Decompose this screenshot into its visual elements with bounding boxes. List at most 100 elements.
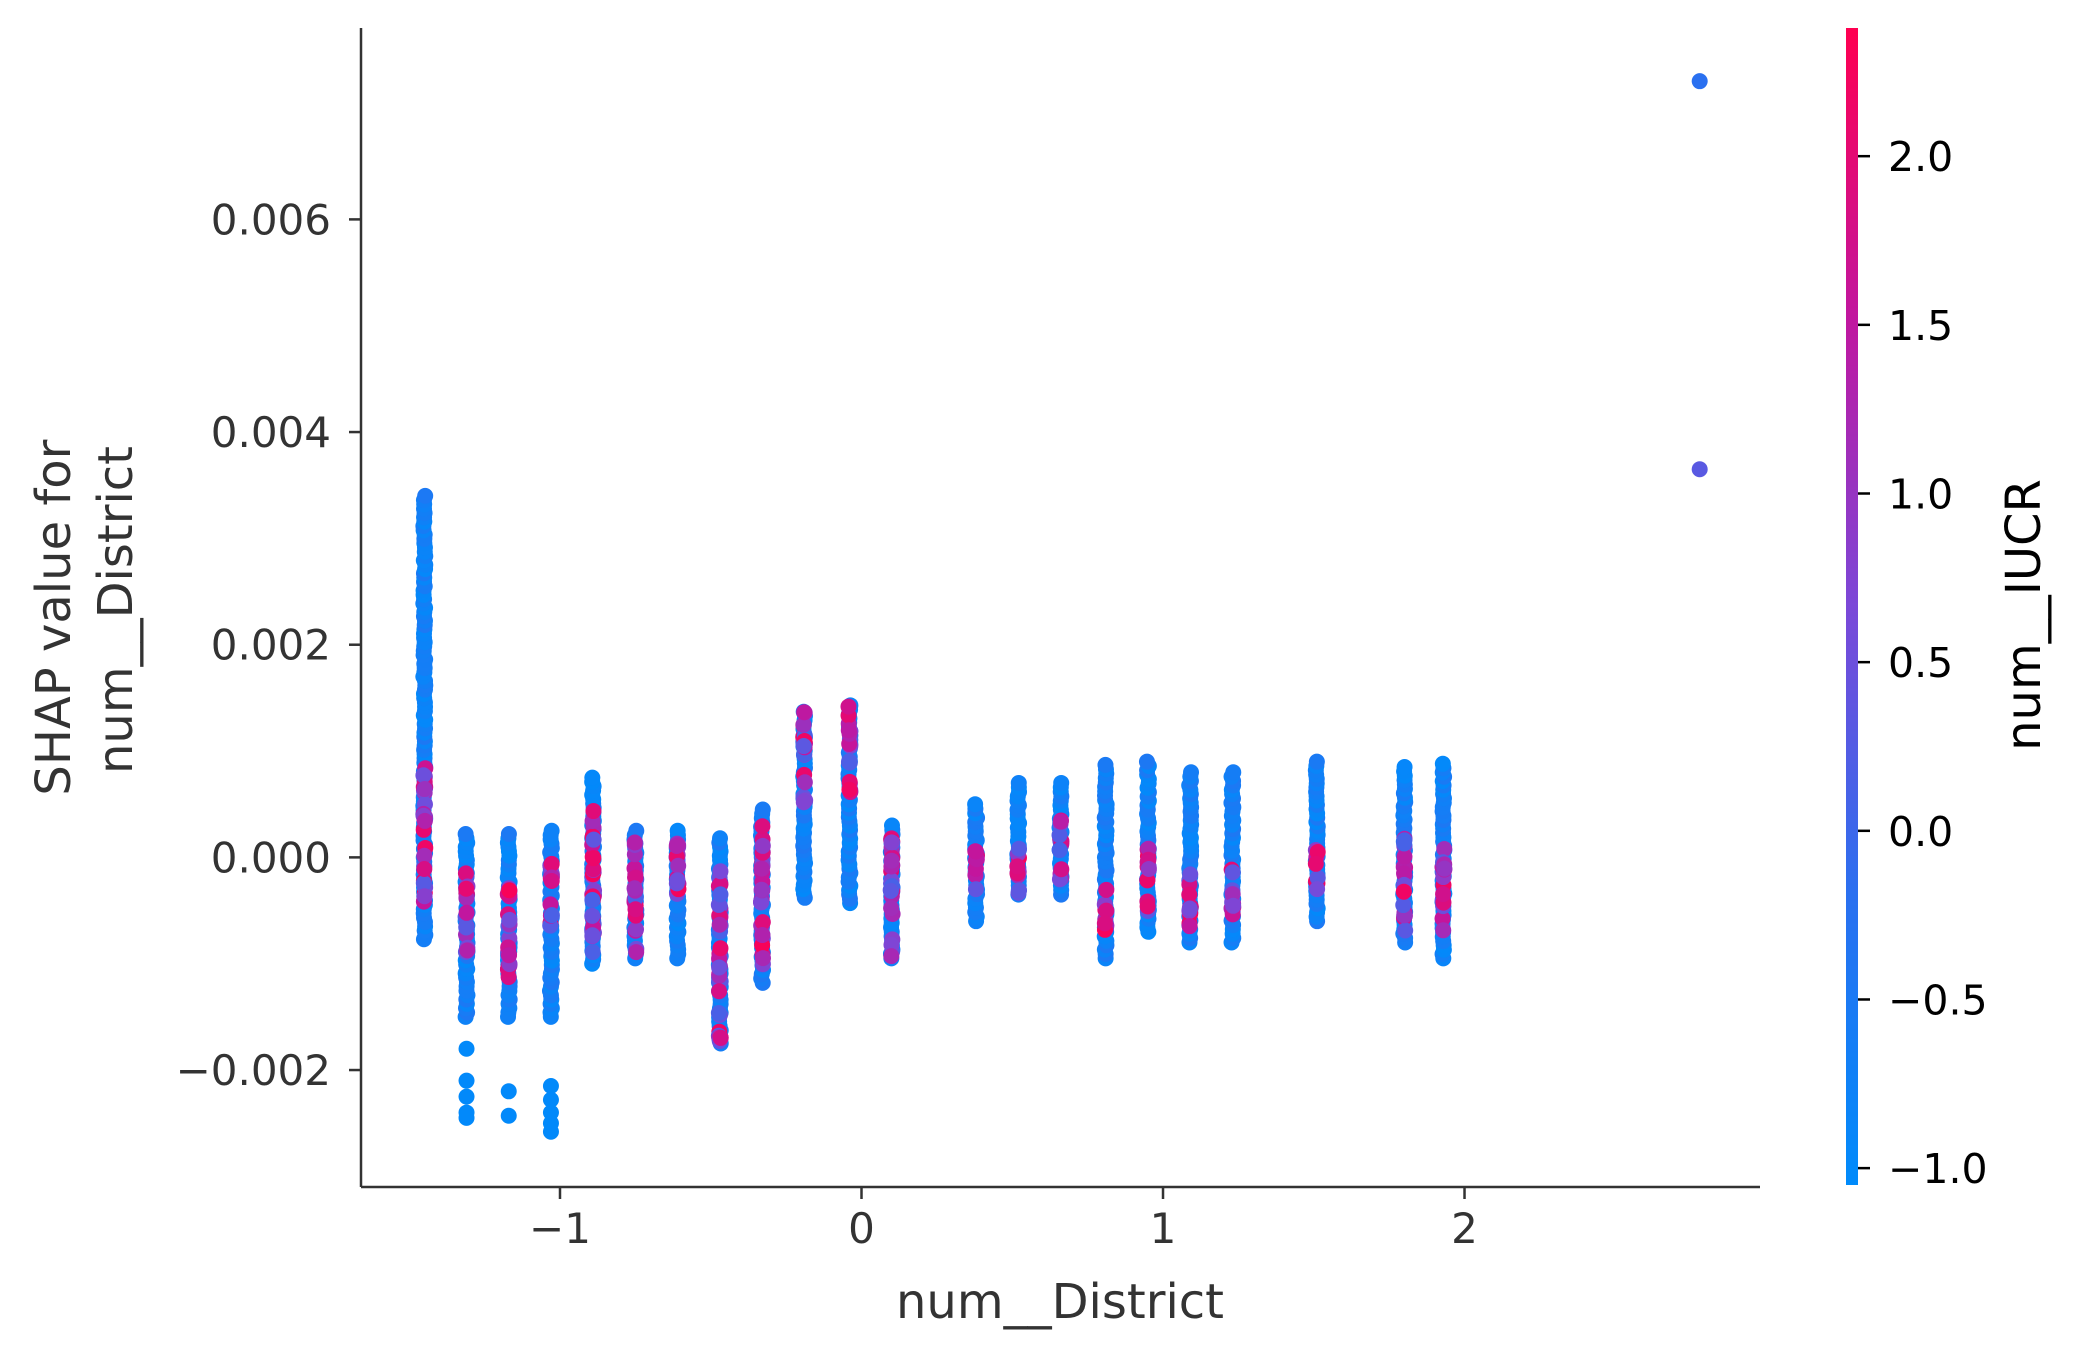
data-point <box>1309 869 1326 886</box>
y-tick-label: 0.000 <box>211 833 331 882</box>
data-point <box>711 959 728 976</box>
data-point <box>712 830 729 847</box>
data-point <box>1181 918 1198 935</box>
y-axis-label: SHAP value for num__District <box>26 424 144 795</box>
data-point <box>754 926 771 943</box>
data-point <box>458 880 475 897</box>
data-point <box>584 907 601 924</box>
y-tick-label: 0.004 <box>211 408 331 457</box>
data-point <box>459 942 476 959</box>
data-point <box>1224 864 1241 881</box>
data-point <box>841 753 858 770</box>
data-point <box>883 900 900 917</box>
colorbar-tick-label: 1.5 <box>1888 302 1953 350</box>
data-point <box>840 722 857 739</box>
data-point <box>1395 883 1412 900</box>
data-point <box>753 860 770 877</box>
data-point <box>457 865 474 882</box>
data-point <box>500 947 517 964</box>
data-point <box>1435 886 1452 903</box>
data-point <box>712 863 729 880</box>
x-tick-label: 2 <box>1451 1204 1478 1253</box>
data-point <box>626 880 643 897</box>
data-point <box>416 847 433 864</box>
data-point <box>628 944 645 961</box>
data-point <box>458 1088 475 1105</box>
data-point <box>795 716 812 733</box>
data-point <box>883 817 900 834</box>
data-point <box>1097 756 1114 773</box>
data-point <box>967 843 984 860</box>
data-point <box>712 886 729 903</box>
data-point <box>415 767 432 784</box>
data-point <box>585 850 602 867</box>
data-point <box>710 1004 727 1021</box>
data-point <box>754 914 771 931</box>
data-point <box>416 888 433 905</box>
data-point <box>628 921 645 938</box>
colorbar <box>1846 28 1858 1185</box>
x-axis-label: num__District <box>896 1274 1224 1330</box>
x-tick-label: 0 <box>848 1204 875 1253</box>
data-point <box>457 825 474 842</box>
y-tick-label: −0.002 <box>176 1046 331 1095</box>
data-point <box>584 892 601 909</box>
data-point <box>1181 900 1198 917</box>
colorbar-ticks: −1.0 −0.5 0.0 0.5 1.0 1.5 2.0 <box>1858 133 1988 1193</box>
data-point <box>712 940 729 957</box>
y-tick-label: 0.006 <box>211 195 331 244</box>
data-point <box>501 911 518 928</box>
data-point <box>754 837 771 854</box>
data-point <box>1098 902 1115 919</box>
x-tick-label: 1 <box>1150 1204 1177 1253</box>
data-point <box>584 927 601 944</box>
data-point <box>1435 922 1452 939</box>
data-point <box>668 837 685 854</box>
data-point <box>1010 774 1027 791</box>
data-point <box>458 1072 475 1089</box>
data-point <box>1397 922 1414 939</box>
data-point <box>416 861 433 878</box>
data-point <box>417 487 434 504</box>
data-point <box>1139 898 1156 915</box>
data-point <box>458 1109 475 1126</box>
colorbar-tick-label: 0.5 <box>1888 639 1953 687</box>
data-point <box>500 1083 517 1100</box>
data-point <box>754 950 771 967</box>
colorbar-tick-label: 1.0 <box>1888 470 1953 518</box>
data-point <box>1396 758 1413 775</box>
data-point <box>542 1091 559 1108</box>
data-point <box>1309 881 1326 898</box>
y-axis-ticks: −0.002 0.000 0.002 0.004 0.006 <box>176 195 361 1095</box>
data-point <box>1183 764 1200 781</box>
data-point <box>840 698 857 715</box>
data-point <box>711 983 728 1000</box>
data-point <box>1396 848 1413 865</box>
data-point <box>500 1107 517 1124</box>
data-point <box>754 801 771 818</box>
data-point <box>795 738 812 755</box>
data-point <box>500 825 517 842</box>
data-point <box>543 872 560 889</box>
colorbar-tick-label: −0.5 <box>1888 976 1988 1024</box>
data-point <box>458 904 475 921</box>
data-point <box>543 907 560 924</box>
data-point <box>1395 897 1412 914</box>
data-point <box>1396 835 1413 852</box>
data-point <box>1096 915 1113 932</box>
data-point <box>1225 764 1242 781</box>
data-point <box>543 855 560 872</box>
data-point <box>1051 842 1068 859</box>
x-tick-label: −1 <box>529 1204 591 1253</box>
data-point <box>458 919 475 936</box>
data-point <box>416 781 433 798</box>
data-point <box>458 1040 475 1057</box>
y-tick-label: 0.002 <box>211 621 331 670</box>
data-point <box>1396 865 1413 882</box>
data-point <box>1181 886 1198 903</box>
data-point <box>883 852 900 869</box>
data-point <box>1052 813 1069 830</box>
data-point <box>796 774 813 791</box>
data-point <box>796 704 813 721</box>
